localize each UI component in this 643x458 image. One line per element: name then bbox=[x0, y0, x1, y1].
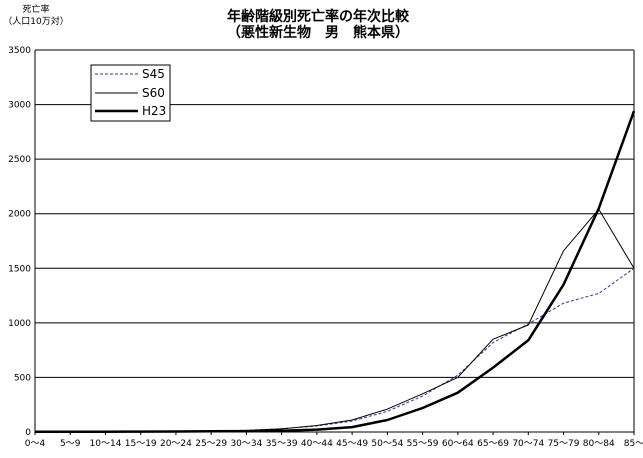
y-axis-label: 死亡率 bbox=[22, 3, 49, 15]
x-tick-label: 5～9 bbox=[60, 439, 81, 449]
y-tick-label: 0 bbox=[25, 428, 31, 438]
plot-area: 0 500 1000 1500 2000 2500 3000 3500 0～4 5～9 10～14 1… bbox=[8, 46, 643, 449]
y-tick-label: 1500 bbox=[8, 264, 31, 274]
x-tick-label: 70～74 bbox=[512, 439, 544, 449]
x-tick-label: 75～79 bbox=[548, 439, 580, 449]
x-tick-label: 40～44 bbox=[301, 439, 333, 449]
y-axis-unit: （人口10万対） bbox=[3, 15, 68, 27]
chart-title: 年齢階級別死亡率の年次比較 bbox=[227, 8, 410, 25]
x-tick-label: 45～49 bbox=[336, 439, 368, 449]
x-tick-label: 35～39 bbox=[266, 439, 298, 449]
x-tick-label: 15～19 bbox=[125, 439, 157, 449]
x-tick-label: 30～34 bbox=[230, 439, 262, 449]
x-tick-label: 10～14 bbox=[90, 439, 122, 449]
x-tick-label: 0～4 bbox=[25, 439, 46, 449]
x-tick-label: 50～54 bbox=[371, 439, 403, 449]
y-tick-label: 2500 bbox=[8, 155, 31, 165]
x-tick-label: 25～29 bbox=[195, 439, 227, 449]
y-tick-label: 3500 bbox=[8, 46, 31, 56]
y-tick-label: 2000 bbox=[8, 210, 31, 220]
x-tick-label: 55～59 bbox=[407, 439, 439, 449]
x-tick-label: 80～84 bbox=[583, 439, 615, 449]
x-tick-label: 20～24 bbox=[160, 439, 192, 449]
series-line-h23 bbox=[35, 110, 636, 433]
x-tick-label: 60～64 bbox=[442, 439, 474, 449]
x-tick-label: 65～69 bbox=[477, 439, 509, 449]
y-tick-label: 1000 bbox=[8, 319, 31, 329]
legend-label-h23: H23 bbox=[142, 104, 166, 118]
series-line-s45 bbox=[35, 267, 635, 433]
legend: S45 S60 H23 bbox=[90, 64, 171, 122]
legend-label-s45: S45 bbox=[142, 67, 165, 81]
y-tick-label: 500 bbox=[14, 373, 31, 383]
y-tick-label: 3000 bbox=[8, 101, 31, 111]
chart-subtitle: （悪性新生物 男 熊本県） bbox=[227, 24, 409, 41]
series-line-s60 bbox=[34, 208, 635, 433]
x-tick-label: 85～ bbox=[624, 439, 643, 449]
legend-label-s60: S60 bbox=[142, 86, 165, 100]
